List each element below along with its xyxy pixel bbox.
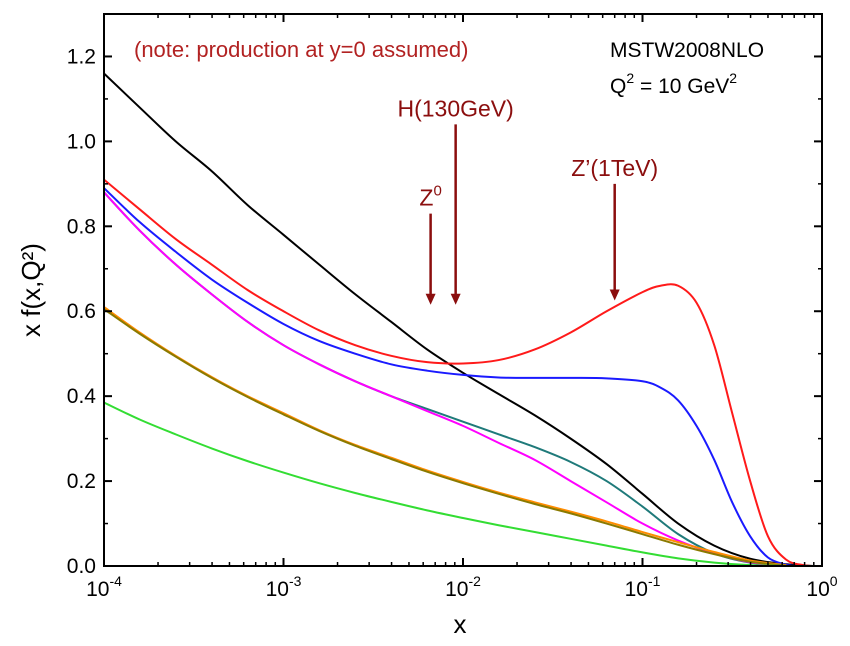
series-line-1 — [104, 72, 814, 566]
x-tick-label: 10-3 — [266, 573, 302, 601]
arrow-head — [425, 293, 436, 305]
series-line-8 — [104, 401, 787, 566]
arrow-label-3: Z’(1TeV) — [571, 155, 658, 181]
note-annotation: (note: production at y=0 assumed) — [134, 37, 468, 62]
x-tick-label: 10-4 — [86, 573, 122, 601]
y-axis-title: x f(x,Q²) — [16, 243, 46, 337]
series-line-5 — [104, 191, 787, 566]
y-tick-label: 1.2 — [67, 45, 96, 68]
y-tick-label: 0.2 — [67, 470, 96, 493]
y-tick-label: 0.8 — [67, 215, 96, 238]
series-line-3 — [104, 187, 797, 566]
series-line-2 — [104, 178, 814, 566]
y-tick-label: 1.0 — [67, 130, 96, 153]
arrow-head — [609, 289, 620, 301]
model-annotation: MSTW2008NLO — [610, 39, 764, 62]
arrow-label-2: H(130GeV) — [397, 95, 513, 121]
arrow-head — [450, 293, 461, 305]
x-tick-label: 100 — [806, 573, 837, 601]
x-axis-title: x — [454, 609, 467, 639]
y-tick-label: 0.6 — [67, 300, 96, 323]
arrow-label-1: Z0 — [419, 183, 441, 211]
series-line-7 — [104, 308, 787, 566]
x-tick-label: 10-2 — [445, 573, 481, 601]
y-tick-label: 0.0 — [67, 555, 96, 578]
series-line-4 — [104, 191, 787, 566]
y-tick-label: 0.4 — [67, 385, 97, 408]
x-tick-label: 10-1 — [625, 573, 661, 601]
scale-annotation: Q2 = 10 GeV2 — [610, 70, 737, 98]
